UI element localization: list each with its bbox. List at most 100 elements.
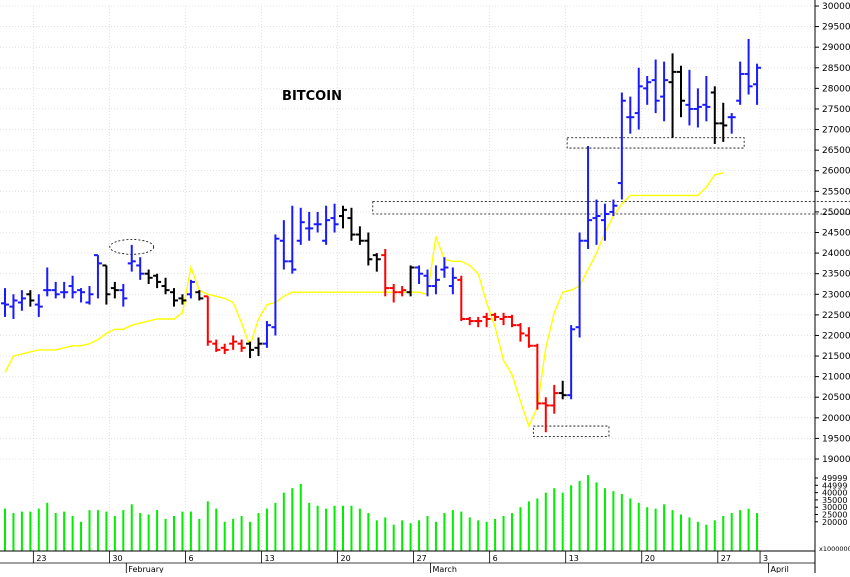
volume-tick-label: 49999 bbox=[822, 474, 847, 483]
ohlc-bar bbox=[305, 211, 314, 241]
support-resistance-box bbox=[532, 425, 610, 437]
ohlc-bar bbox=[668, 53, 677, 138]
ohlc-bar bbox=[271, 234, 280, 336]
date-tick-label: 27 bbox=[417, 554, 427, 563]
ohlc-bar bbox=[719, 102, 728, 142]
ohlc-bar bbox=[558, 380, 567, 400]
volume-tick-label: 44999 bbox=[822, 481, 847, 490]
price-tick-label: 22500 bbox=[822, 311, 850, 321]
ohlc-bar bbox=[9, 294, 18, 319]
price-tick-label: 28500 bbox=[822, 64, 850, 74]
ohlc-bar bbox=[753, 63, 762, 105]
price-tick-label: 21000 bbox=[822, 373, 850, 383]
ohlc-bar bbox=[347, 207, 356, 241]
date-tick-label: 20 bbox=[341, 554, 351, 563]
ohlc-bar bbox=[43, 267, 52, 297]
month-label: February bbox=[128, 565, 164, 573]
ohlc-bar bbox=[26, 290, 35, 307]
ohlc-bar bbox=[178, 294, 187, 305]
ohlc-bar bbox=[203, 295, 212, 346]
ohlc-bar bbox=[110, 281, 119, 299]
ohlc-bar bbox=[262, 321, 271, 348]
price-tick-label: 28000 bbox=[822, 84, 850, 94]
ohlc-bar bbox=[186, 279, 195, 299]
ohlc-bar bbox=[643, 76, 652, 105]
price-tick-label: 25500 bbox=[822, 187, 850, 197]
ohlc-bar bbox=[736, 61, 745, 105]
price-tick-label: 19000 bbox=[822, 455, 850, 465]
ohlc-bar bbox=[744, 38, 753, 95]
month-label: April bbox=[771, 565, 789, 573]
price-tick-label: 20000 bbox=[822, 414, 850, 424]
ohlc-bar bbox=[431, 265, 440, 295]
ohlc-bar bbox=[144, 269, 153, 284]
ohlc-bar bbox=[68, 275, 77, 299]
price-tick-label: 26500 bbox=[822, 146, 850, 156]
price-tick-label: 20500 bbox=[822, 393, 850, 403]
volume-tick-label: 25000 bbox=[822, 511, 847, 520]
ohlc-bar bbox=[246, 341, 255, 359]
ohlc-bar bbox=[457, 275, 466, 322]
ohlc-bar bbox=[406, 265, 415, 297]
ohlc-bar bbox=[465, 316, 474, 326]
date-tick-label: 23 bbox=[36, 554, 46, 563]
ohlc-bar bbox=[491, 312, 500, 322]
volume-tick-label: 20000 bbox=[822, 518, 847, 527]
date-tick-label: 6 bbox=[188, 554, 193, 563]
price-tick-label: 27500 bbox=[822, 105, 850, 115]
ohlc-bar bbox=[17, 290, 26, 311]
price-tick-label: 23500 bbox=[822, 270, 850, 280]
ohlc-bar bbox=[237, 339, 246, 352]
ohlc-bar bbox=[482, 312, 491, 328]
volume-tick-label: 30000 bbox=[822, 503, 847, 512]
ohlc-bar bbox=[398, 286, 407, 297]
ohlc-bar bbox=[600, 203, 609, 241]
volume-tick-label: 35000 bbox=[822, 496, 847, 505]
ohlc-bar bbox=[415, 265, 424, 284]
ohlc-bar bbox=[195, 290, 204, 301]
ohlc-bar bbox=[550, 384, 559, 414]
ohlc-bar bbox=[685, 69, 694, 126]
ohlc-bar bbox=[136, 257, 145, 280]
price-tick-label: 27000 bbox=[822, 126, 850, 136]
ohlc-bar bbox=[85, 286, 94, 305]
ohlc-bar bbox=[60, 281, 69, 299]
ohlc-bar bbox=[524, 327, 533, 348]
price-tick-label: 25000 bbox=[822, 208, 850, 218]
ohlc-bar bbox=[533, 343, 542, 410]
ohlc-bar bbox=[51, 281, 60, 299]
moving-average bbox=[4, 172, 724, 428]
price-tick-label: 19500 bbox=[822, 434, 850, 444]
ohlc-bar bbox=[710, 86, 719, 144]
ohlc-bar bbox=[677, 65, 685, 118]
support-resistance-box bbox=[566, 137, 745, 149]
ohlc-bar bbox=[34, 294, 43, 317]
ohlc-bar bbox=[212, 339, 221, 352]
price-tick-label: 29500 bbox=[822, 23, 850, 33]
ohlc-bar bbox=[1, 288, 9, 317]
support-resistance-box bbox=[372, 201, 850, 215]
ohlc-bar bbox=[161, 277, 170, 295]
ohlc-bar bbox=[660, 61, 669, 122]
ohlc-bar bbox=[381, 248, 390, 297]
moving-average-line bbox=[4, 172, 724, 428]
ohlc-bar bbox=[339, 205, 347, 229]
month-label: March bbox=[433, 565, 457, 573]
date-tick-label: 30 bbox=[112, 554, 122, 563]
ohlc-bar bbox=[727, 113, 736, 134]
ohlc-bar bbox=[575, 232, 584, 338]
volume-tick-label: 40000 bbox=[822, 489, 847, 498]
ohlc-bar bbox=[474, 316, 483, 328]
ohlc-bar bbox=[567, 325, 576, 400]
price-tick-label: 26000 bbox=[822, 167, 850, 177]
ohlc-bar bbox=[440, 257, 449, 278]
ohlc-bar bbox=[288, 205, 297, 274]
annotations bbox=[109, 137, 850, 437]
ohlc-bar bbox=[102, 264, 111, 305]
chart-title: BITCOIN bbox=[282, 89, 342, 104]
ohlc-bar bbox=[330, 203, 339, 233]
ohlc-bar bbox=[229, 335, 238, 350]
volume-bars bbox=[4, 475, 759, 551]
